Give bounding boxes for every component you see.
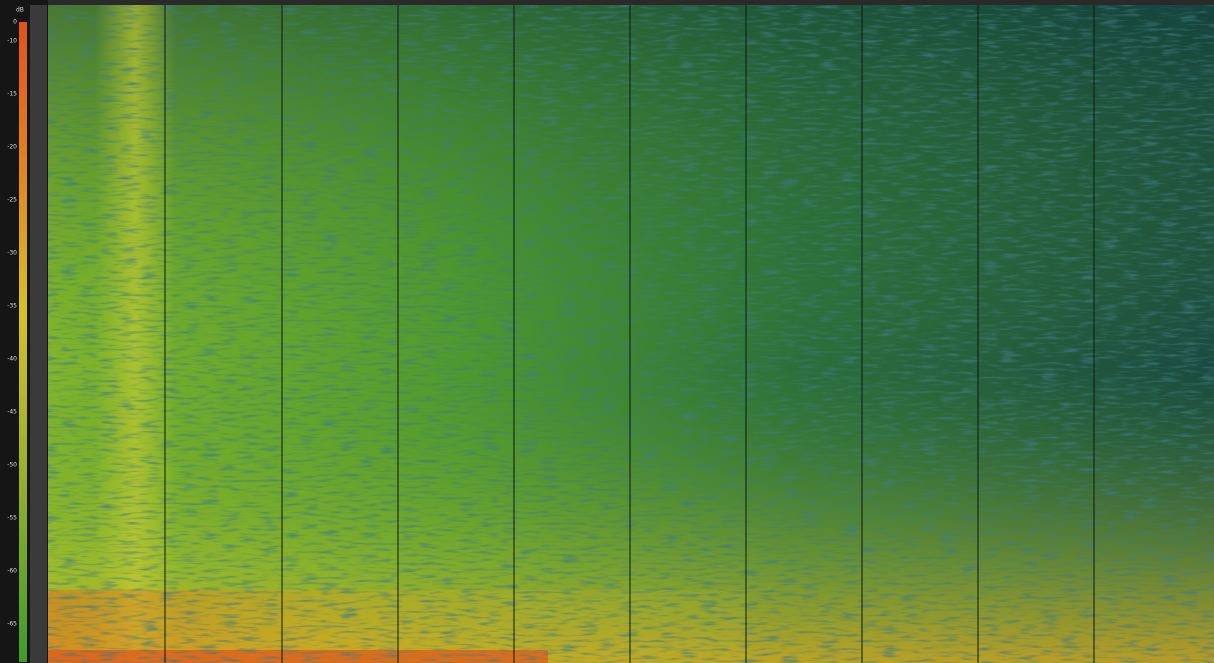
db-label: -65 <box>7 621 17 628</box>
spectral-view: dB 0 -10 -15 -20 -25 -30 -35 -40 -45 -50 -55 -60 -65 <box>0 0 1214 663</box>
db-label: -10 <box>7 38 17 45</box>
spectrogram <box>48 5 1214 663</box>
db-label: -15 <box>7 91 17 98</box>
page: dB 0 -10 -15 -20 -25 -30 -35 -40 -45 -50 -55 -60 -65… <box>0 0 1214 663</box>
db-label: -25 <box>7 197 17 204</box>
unit-label: dB <box>16 7 24 14</box>
db-label: -60 <box>7 568 17 575</box>
db-label: -55 <box>7 515 17 522</box>
db-label: -40 <box>7 356 17 363</box>
db-label: -20 <box>7 144 17 151</box>
frequency-ruler <box>30 5 47 663</box>
db-label: -35 <box>7 303 17 310</box>
level-meter <box>19 22 27 662</box>
time-ruler <box>48 0 1214 5</box>
db-label: 0 <box>13 19 17 26</box>
db-label: -45 <box>7 409 17 416</box>
db-label: -30 <box>7 250 17 257</box>
db-label: -50 <box>7 462 17 469</box>
